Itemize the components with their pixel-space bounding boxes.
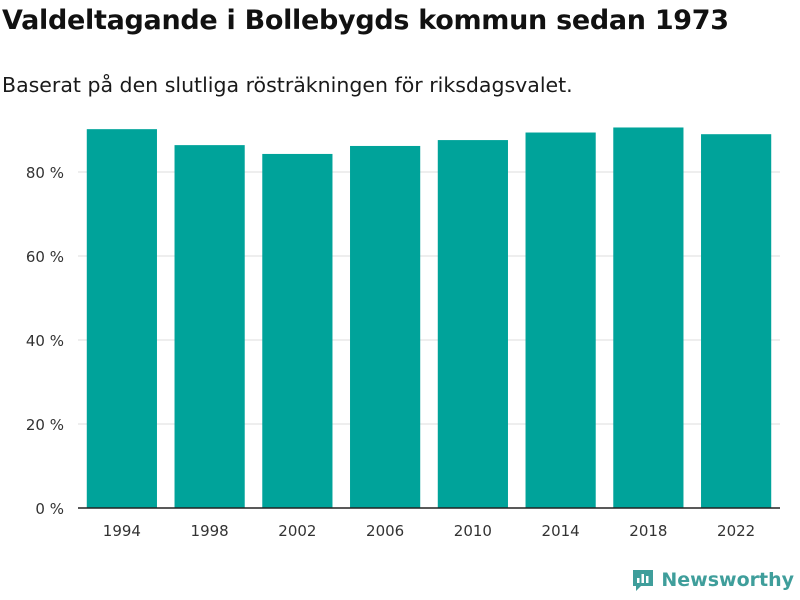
y-tick-label: 80 %	[26, 164, 64, 182]
y-tick-label: 60 %	[26, 248, 64, 266]
bar	[613, 127, 684, 508]
chart-subtitle: Baserat på den slutliga rösträkningen fö…	[2, 73, 573, 97]
x-tick-label: 2018	[629, 522, 667, 540]
x-tick-label: 2006	[366, 522, 404, 540]
bar	[86, 129, 157, 508]
x-tick-label: 2022	[717, 522, 755, 540]
x-tick-label: 1998	[191, 522, 229, 540]
bar	[262, 153, 333, 508]
bar	[174, 145, 245, 508]
bar	[525, 132, 596, 508]
bar	[350, 145, 421, 508]
newsworthy-logo-text: Newsworthy	[661, 569, 794, 591]
newsworthy-logo-icon	[633, 570, 654, 591]
x-tick-label: 2010	[454, 522, 492, 540]
chart-title: Valdeltagande i Bollebygds kommun sedan …	[2, 5, 729, 36]
y-tick-label: 40 %	[26, 332, 64, 350]
newsworthy-logo: Newsworthy	[631, 568, 794, 592]
bar	[437, 140, 508, 508]
x-tick-label: 2014	[542, 522, 580, 540]
y-tick-label: 20 %	[26, 416, 64, 434]
x-tick-label: 2002	[278, 522, 316, 540]
bar	[701, 134, 772, 508]
x-tick-label: 1994	[103, 522, 141, 540]
y-tick-label: 0 %	[35, 500, 64, 518]
